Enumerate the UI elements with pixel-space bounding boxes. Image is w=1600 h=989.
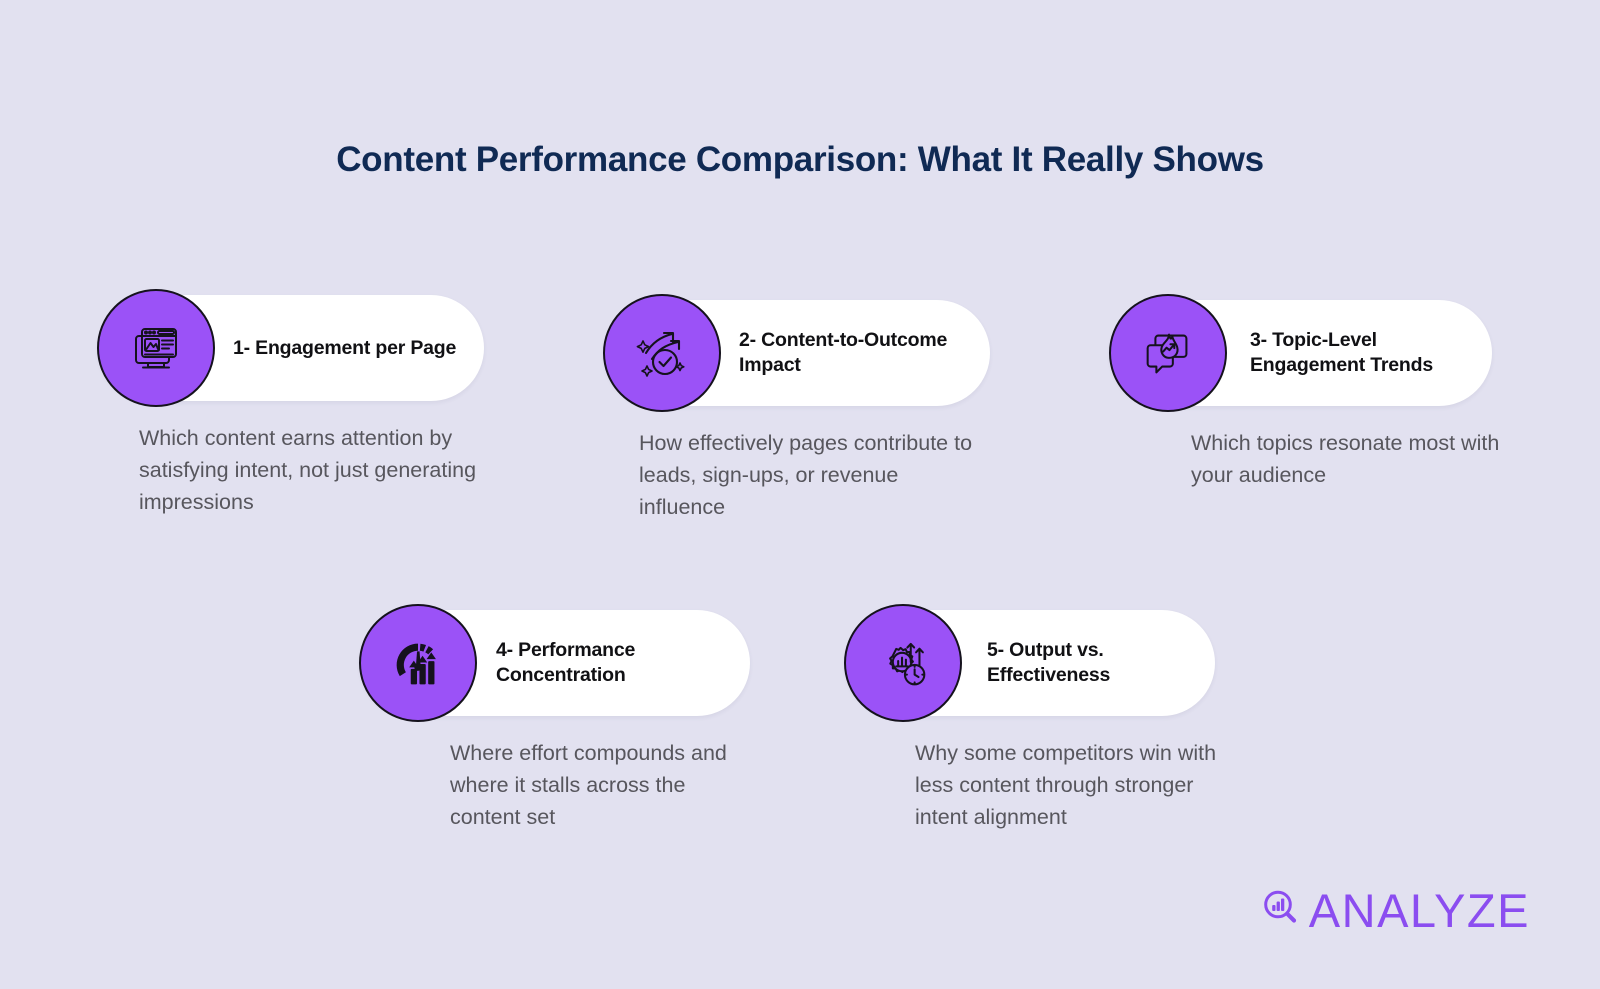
- magnifier-barchart-icon: [1260, 887, 1302, 934]
- card-pill[interactable]: 5- Output vs. Effectiveness: [844, 604, 1215, 722]
- card-label: 4- Performance Concentration: [496, 639, 636, 686]
- growth-arrows-checkmark-icon: [603, 294, 721, 412]
- card-engagement-per-page: 1- Engagement per Page Which content ear…: [97, 289, 498, 518]
- card-content-to-outcome-impact: 2- Content-to-Outcome Impact How effecti…: [603, 294, 1004, 523]
- card-label: 5- Output vs. Effectiveness: [987, 639, 1111, 686]
- analyze-logo[interactable]: ANALYZE: [1260, 887, 1530, 934]
- card-description: Which content earns attention by satisfy…: [139, 426, 477, 514]
- gear-clock-arrows-icon: [844, 604, 962, 722]
- card-description: Where effort compounds and where it stal…: [450, 741, 727, 829]
- card-label: 2- Content-to-Outcome Impact: [739, 329, 948, 376]
- card-description: Which topics resonate most with your aud…: [1191, 431, 1500, 487]
- logo-text: ANALYZE: [1308, 884, 1530, 937]
- card-pill[interactable]: 3- Topic-Level Engagement Trends: [1109, 294, 1492, 412]
- card-label: 1- Engagement per Page: [233, 336, 457, 359]
- card-pill[interactable]: 4- Performance Concentration: [359, 604, 750, 722]
- card-description: Why some competitors win with less conte…: [915, 741, 1217, 829]
- card-pill[interactable]: 2- Content-to-Outcome Impact: [603, 294, 990, 412]
- card-performance-concentration: 4- Performance Concentration Where effor…: [359, 604, 760, 833]
- monitor-webpage-icon: [97, 289, 215, 407]
- card-label: 3- Topic-Level Engagement Trends: [1250, 329, 1433, 376]
- card-pill[interactable]: 1- Engagement per Page: [97, 289, 484, 407]
- chat-flame-trend-icon: [1109, 294, 1227, 412]
- card-description: How effectively pages contribute to lead…: [639, 431, 973, 519]
- page-title: Content Performance Comparison: What It …: [336, 140, 1264, 179]
- gauge-bars-arrows-icon: [359, 604, 477, 722]
- card-output-vs-effectiveness: 5- Output vs. Effectiveness Why some com…: [844, 604, 1245, 833]
- card-topic-level-engagement-trends: 3- Topic-Level Engagement Trends Which t…: [1109, 294, 1510, 492]
